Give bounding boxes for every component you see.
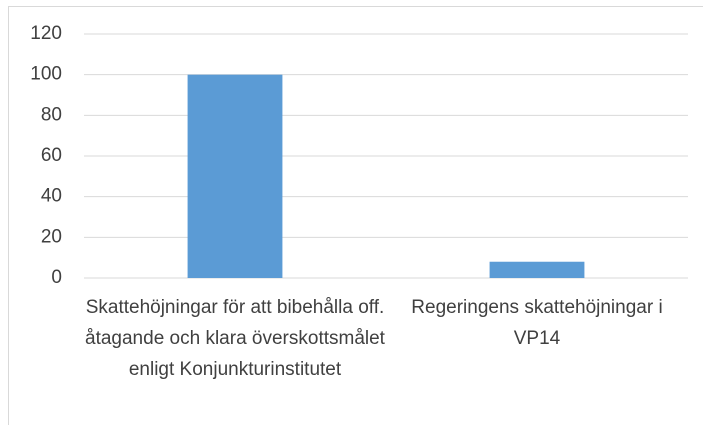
y-tick-label: 120: [30, 23, 62, 44]
y-tick-label: 60: [41, 145, 62, 166]
bar: [187, 74, 283, 279]
y-tick-label: 100: [30, 64, 62, 85]
y-tick-label: 40: [41, 186, 62, 207]
y-tick-label: 80: [41, 104, 62, 125]
bar: [489, 261, 585, 278]
y-tick-label: 0: [51, 267, 62, 288]
x-tick-label: Skattehöjningar för att bibehålla off. å…: [85, 297, 385, 380]
chart-frame: [8, 6, 703, 425]
y-tick-label: 20: [41, 226, 62, 247]
x-tick-label: Regeringens skattehöjningar i VP14: [411, 297, 663, 349]
